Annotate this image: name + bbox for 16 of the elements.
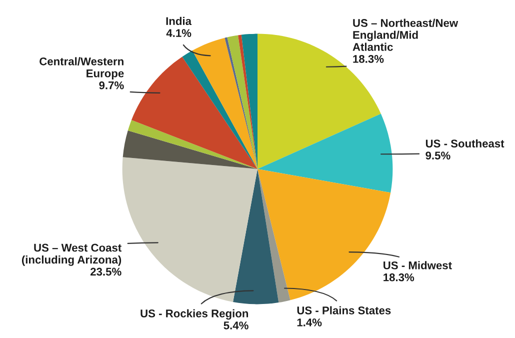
- data-label: 9.7%: [99, 81, 124, 90]
- data-label: 18.3%: [353, 55, 384, 63]
- slice-label: India: [166, 16, 192, 26]
- slice-label: Central/Western Europe: [40, 57, 124, 80]
- slice-label: US – Northeast/New England/Mid Atlantic: [352, 18, 458, 51]
- data-label: 18.3%: [384, 273, 414, 282]
- slice-label: US - Plains States: [297, 306, 391, 314]
- slice-label: US - Midwest: [384, 261, 452, 270]
- data-label: 23.5%: [90, 268, 122, 276]
- data-label: 4.1%: [166, 29, 192, 37]
- slice-label: US - Southeast: [426, 139, 504, 148]
- slice-label: US – West Coast (including Arizona): [22, 244, 122, 266]
- data-label: 9.5%: [426, 152, 450, 160]
- data-label: 5.4%: [224, 322, 248, 330]
- slice-label: US - Rockies Region: [140, 309, 248, 320]
- data-label: 1.4%: [297, 318, 322, 326]
